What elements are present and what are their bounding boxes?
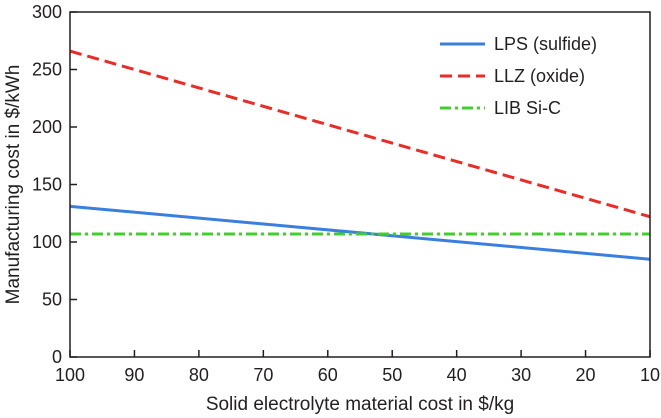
x-axis-title: Solid electrolyte material cost in $/kg xyxy=(206,394,514,415)
x-tick-label: 90 xyxy=(124,365,144,385)
legend-label-3: LIB Si-C xyxy=(494,98,561,118)
y-tick-label: 100 xyxy=(32,232,62,252)
legend-label-2: LLZ (oxide) xyxy=(494,66,585,86)
y-tick-label: 50 xyxy=(42,290,62,310)
x-tick-label: 30 xyxy=(511,365,531,385)
y-axis-title: Manufacturing cost in $/kWh xyxy=(3,65,24,305)
x-tick-label: 20 xyxy=(576,365,596,385)
x-tick-label: 100 xyxy=(55,365,85,385)
x-tick-label: 40 xyxy=(447,365,467,385)
x-tick-label: 80 xyxy=(189,365,209,385)
legend-label-1: LPS (sulfide) xyxy=(494,34,597,54)
x-tick-label: 70 xyxy=(253,365,273,385)
y-tick-label: 0 xyxy=(52,347,62,367)
series-line-2 xyxy=(69,49,651,219)
y-tick-label: 150 xyxy=(32,175,62,195)
axes-layer xyxy=(69,11,651,358)
series-layer xyxy=(69,49,651,261)
legend: LPS (sulfide) LLZ (oxide) LIB Si-C xyxy=(440,34,597,118)
x-tick-label: 50 xyxy=(382,365,402,385)
x-tick-label: 10 xyxy=(640,365,660,385)
x-tick-label: 60 xyxy=(318,365,338,385)
y-tick-label: 250 xyxy=(32,60,62,80)
ticks-layer: 0 50 100 150 200 250 300 100 90 80 70 60 50 40 30 20 10 xyxy=(32,2,660,385)
y-tick-label: 200 xyxy=(32,117,62,137)
plot-frame xyxy=(69,11,651,358)
y-tick-label: 300 xyxy=(32,2,62,22)
